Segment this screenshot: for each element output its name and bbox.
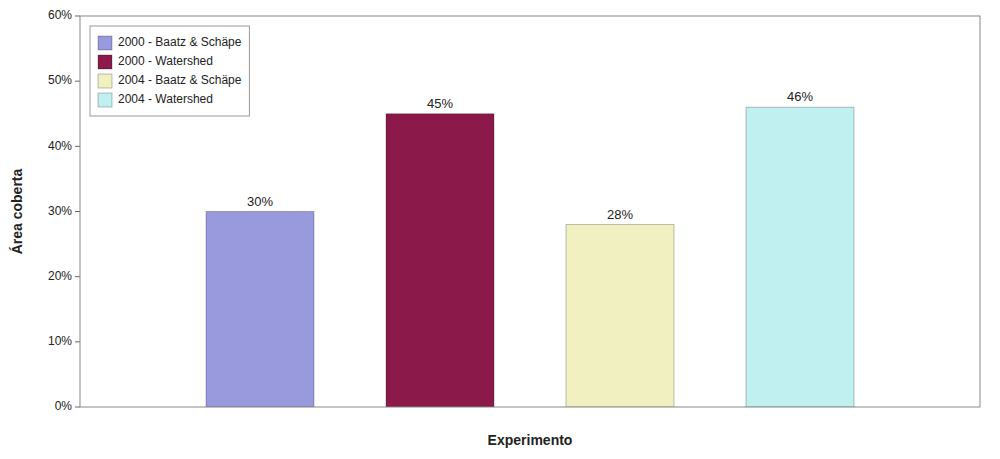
y-tick-label: 20% <box>48 269 72 283</box>
plot-frame <box>80 16 980 407</box>
y-tick-label: 60% <box>48 8 72 22</box>
y-tick-label: 50% <box>48 73 72 87</box>
data-labels: 30% 45% 28% 46% <box>247 89 813 221</box>
y-tick <box>75 81 80 82</box>
bar <box>566 225 674 407</box>
y-axis-label: Área coberta <box>9 168 25 254</box>
legend-entry: 2000 - Baatz & Schäpe <box>118 35 242 49</box>
y-tick-label: 40% <box>48 139 72 153</box>
y-tick-label: 30% <box>48 204 72 218</box>
bar <box>206 212 314 408</box>
data-label: 28% <box>607 207 633 222</box>
y-tick-label: 0% <box>55 399 73 413</box>
y-tick-label: 10% <box>48 334 72 348</box>
legend-frame <box>90 26 249 116</box>
y-tick <box>75 146 80 147</box>
y-tick <box>75 211 80 212</box>
bars <box>206 107 854 407</box>
bar <box>746 107 854 407</box>
legend-swatch <box>98 93 112 107</box>
page: {"chart_data": {"type": "bar", "categori… <box>0 0 1000 459</box>
data-label: 45% <box>427 96 453 111</box>
x-axis-label: Experimento <box>488 432 573 448</box>
bar <box>386 114 494 407</box>
data-label: 30% <box>247 194 273 209</box>
legend-swatch <box>98 74 112 88</box>
legend: 2000 - Baatz & Schäpe 2000 - Watershed 200… <box>90 26 249 116</box>
chart: 0% 10% 20% 30% 40% 50% 60% 30% 45% 28% 46% Experime… <box>0 0 1000 459</box>
legend-swatch <box>98 55 112 69</box>
y-tick <box>75 16 80 17</box>
legend-entry: 2000 - Watershed <box>118 54 213 68</box>
y-axis: 0% 10% 20% 30% 40% 50% 60% <box>48 8 80 413</box>
y-tick <box>75 407 80 408</box>
y-tick <box>75 341 80 342</box>
y-tick <box>75 276 80 277</box>
legend-swatch <box>98 36 112 50</box>
plot-area <box>80 16 980 407</box>
data-label: 46% <box>787 89 813 104</box>
legend-entry: 2004 - Watershed <box>118 92 213 106</box>
legend-entry: 2004 - Baatz & Schäpe <box>118 73 242 87</box>
